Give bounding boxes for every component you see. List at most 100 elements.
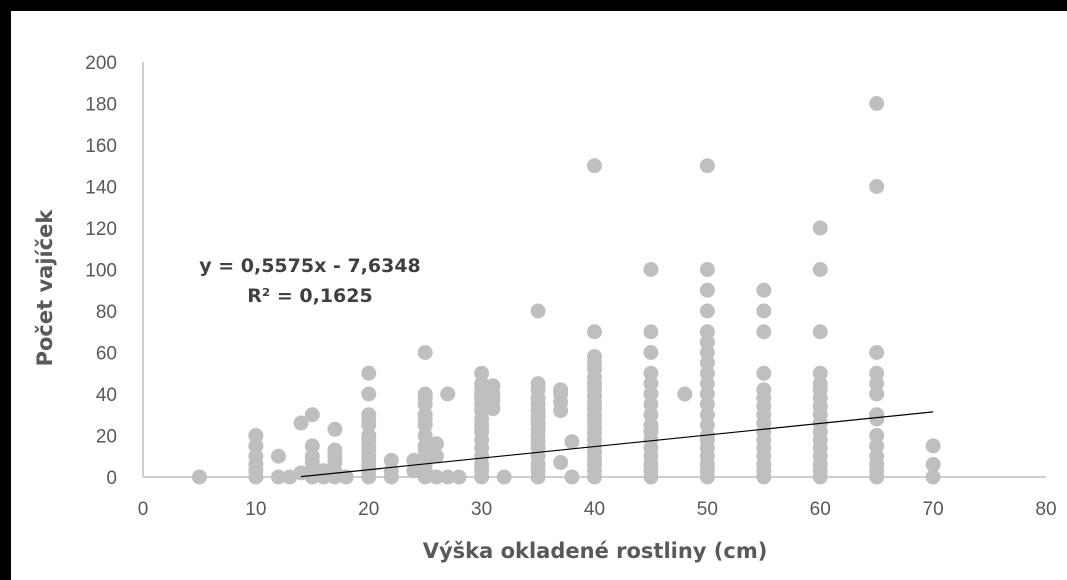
data-point (869, 386, 885, 402)
data-point (248, 448, 264, 464)
data-point (869, 345, 885, 360)
data-point (869, 96, 885, 111)
data-point (699, 386, 715, 402)
y-tick-label: 40 (96, 385, 117, 406)
data-point (812, 220, 828, 236)
data-point (643, 396, 659, 412)
data-point (293, 415, 309, 431)
data-point (643, 262, 659, 277)
x-tick-label: 40 (584, 499, 605, 520)
data-point (417, 386, 433, 402)
data-point (553, 454, 569, 470)
data-point (643, 345, 659, 360)
data-point (869, 448, 885, 464)
y-tick-label: 140 (85, 178, 117, 199)
trendline-r2: R² = 0,1625 (247, 285, 372, 307)
data-point (643, 417, 659, 433)
data-point (485, 378, 501, 394)
data-point (428, 436, 444, 452)
trendline-equation: y = 0,5575x - 7,6348 (199, 255, 421, 277)
data-point (699, 303, 715, 319)
x-tick-label: 70 (923, 499, 944, 520)
data-point (327, 421, 343, 437)
data-point (756, 282, 772, 298)
data-point (643, 407, 659, 423)
data-point (587, 324, 602, 340)
data-point (677, 386, 693, 402)
x-tick-label: 50 (697, 499, 718, 520)
data-points (191, 96, 941, 485)
data-point (756, 365, 772, 381)
y-tick-label: 160 (85, 136, 117, 157)
data-point (869, 428, 885, 443)
data-point (564, 434, 580, 450)
data-point (383, 452, 399, 468)
data-point (530, 376, 546, 392)
data-point (587, 349, 602, 365)
data-point (417, 438, 433, 454)
data-point (327, 442, 343, 458)
data-point (812, 324, 828, 340)
data-point (553, 382, 569, 398)
data-point (869, 365, 885, 381)
data-point (428, 448, 444, 464)
data-point (699, 396, 715, 412)
y-tick-label: 200 (85, 53, 117, 74)
data-point (699, 376, 715, 392)
data-point (812, 365, 828, 381)
data-point (417, 428, 433, 443)
data-point (248, 428, 264, 443)
y-tick-label: 100 (85, 261, 117, 282)
data-point (699, 355, 715, 371)
data-point (869, 407, 885, 423)
data-point (361, 365, 377, 381)
data-point (440, 386, 456, 402)
data-point (304, 438, 320, 454)
data-point (869, 438, 885, 454)
data-point (699, 407, 715, 423)
data-point (270, 448, 286, 464)
data-point (699, 158, 715, 174)
y-tick-label: 180 (85, 95, 117, 116)
data-point (361, 386, 377, 402)
data-point (812, 376, 828, 392)
x-tick-label: 80 (1035, 499, 1056, 520)
data-point (643, 324, 659, 340)
data-point (756, 303, 772, 319)
data-point (406, 463, 422, 479)
x-tick-label: 10 (245, 499, 266, 520)
data-point (925, 438, 941, 454)
data-point (812, 262, 828, 277)
data-point (361, 428, 377, 443)
data-point (643, 376, 659, 392)
data-point (248, 438, 264, 454)
y-tick-label: 0 (106, 468, 117, 489)
data-point (869, 179, 885, 194)
data-point (474, 365, 490, 381)
x-tick-label: 30 (471, 499, 492, 520)
x-tick-labels: 0 10 20 30 40 50 60 70 80 (138, 499, 1057, 520)
data-point (699, 345, 715, 360)
y-tick-label: 80 (96, 302, 117, 323)
y-tick-label: 20 (96, 427, 117, 448)
data-point (417, 407, 433, 423)
data-point (643, 386, 659, 402)
y-tick-label: 60 (96, 344, 117, 365)
data-point (699, 334, 715, 350)
data-point (361, 407, 377, 423)
data-point (756, 324, 772, 340)
data-point (417, 345, 433, 360)
chart-frame (11, 11, 1067, 580)
x-tick-label: 60 (810, 499, 831, 520)
trendline (300, 411, 934, 478)
y-tick-labels: 0 20 40 60 80 100 120 140 160 180 200 (85, 53, 117, 489)
data-point (643, 365, 659, 381)
data-point (699, 417, 715, 433)
data-point (304, 448, 320, 464)
x-tick-label: 0 (138, 499, 149, 520)
data-point (869, 376, 885, 392)
data-point (699, 365, 715, 381)
y-axis-title: Počet vajíček (33, 209, 57, 367)
data-point (756, 382, 772, 398)
